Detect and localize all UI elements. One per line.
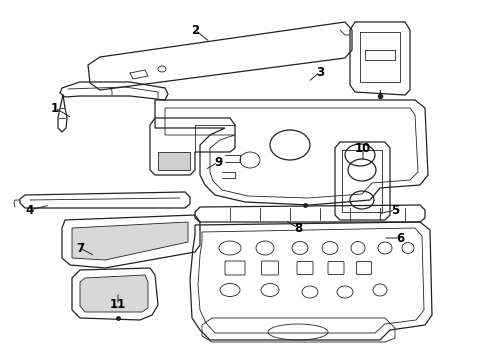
Text: 1: 1 bbox=[51, 102, 59, 114]
Text: 3: 3 bbox=[316, 66, 324, 78]
Text: 7: 7 bbox=[76, 242, 84, 255]
Text: 6: 6 bbox=[396, 231, 404, 244]
Polygon shape bbox=[158, 152, 190, 170]
Text: 4: 4 bbox=[26, 203, 34, 216]
Polygon shape bbox=[80, 275, 148, 312]
Text: 8: 8 bbox=[294, 221, 302, 234]
Polygon shape bbox=[72, 222, 188, 260]
Text: 11: 11 bbox=[110, 298, 126, 311]
Text: 5: 5 bbox=[391, 203, 399, 216]
Text: 2: 2 bbox=[191, 23, 199, 36]
Text: 10: 10 bbox=[355, 141, 371, 154]
Text: 9: 9 bbox=[214, 156, 222, 168]
